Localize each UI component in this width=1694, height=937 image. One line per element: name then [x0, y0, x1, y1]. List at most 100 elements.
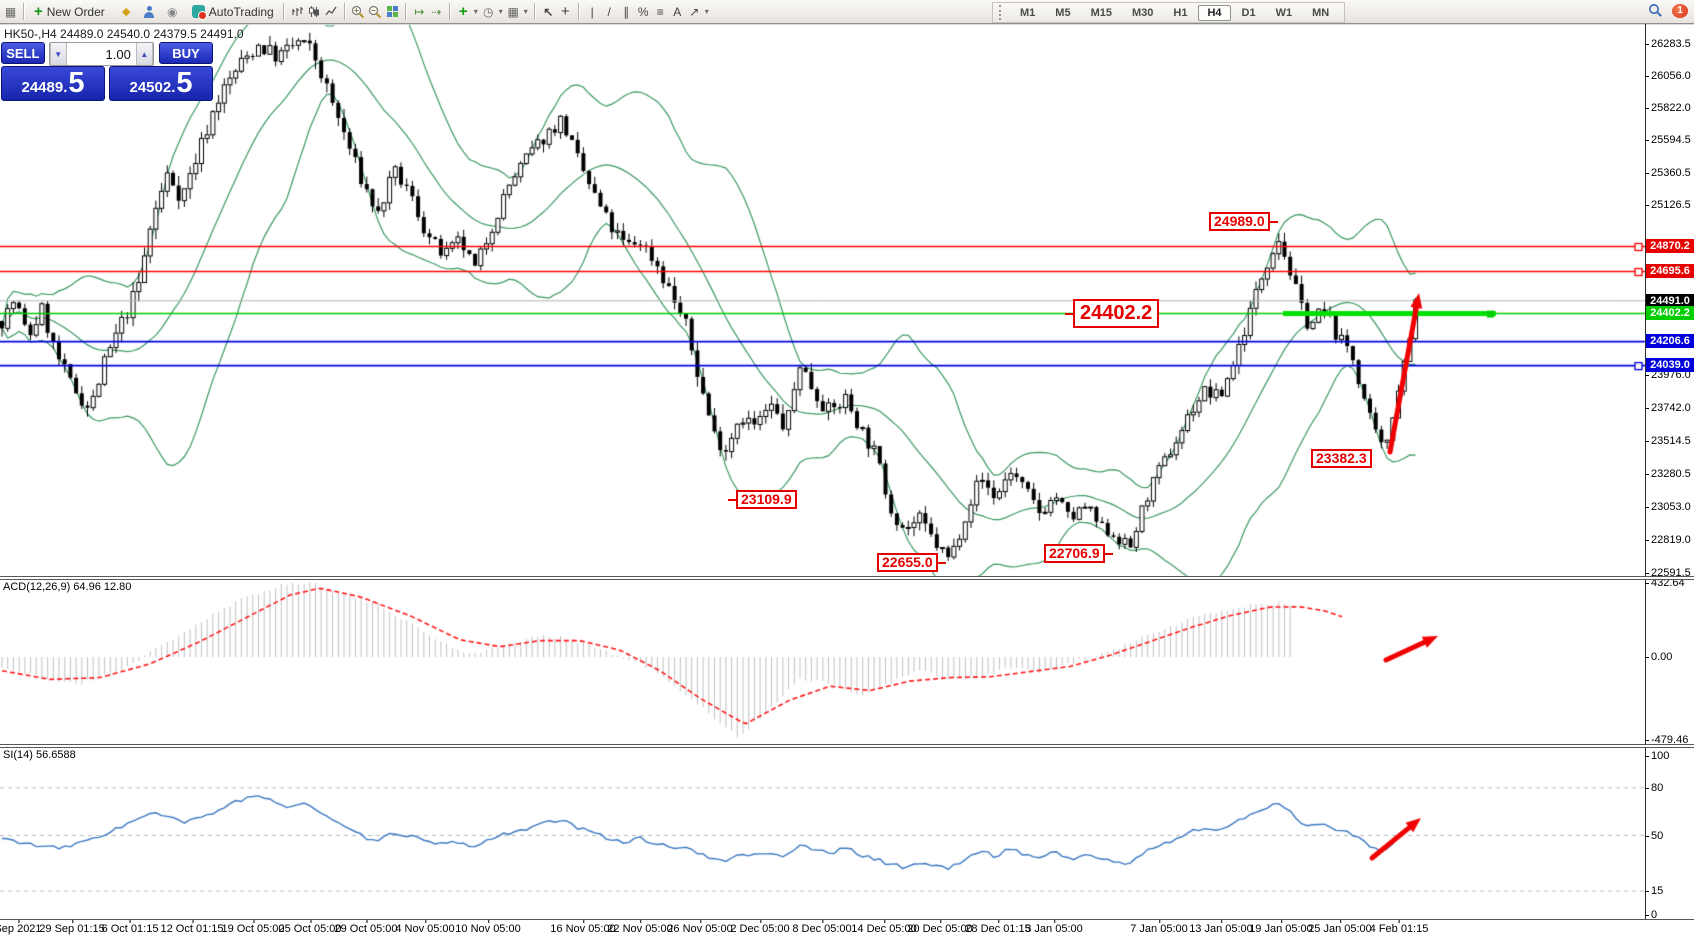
- fibonacci-tool-icon[interactable]: %: [637, 4, 649, 19]
- indicators-icon[interactable]: +: [458, 3, 468, 20]
- arrows-tool-icon[interactable]: ↗: [689, 4, 700, 19]
- time-axis-label: 4 Feb 01:15: [1369, 920, 1429, 935]
- signals-icon[interactable]: ◉: [167, 4, 178, 19]
- buy-button[interactable]: BUY: [158, 42, 213, 64]
- main-toolbar: ▦ + New Order ◆ ◉ AutoTrading: [0, 0, 1694, 24]
- axis-tick-label: 23976.0: [1645, 369, 1691, 381]
- horizontal-line-tool-icon[interactable]: ≡: [656, 4, 664, 19]
- buy-label: BUY: [172, 45, 200, 61]
- axis-tick-label: 0: [1644, 909, 1658, 921]
- price-annotation-label[interactable]: 24402.2: [1064, 299, 1160, 328]
- axis-tick-label: 23514.5: [1645, 435, 1691, 447]
- volume-input[interactable]: 1.00: [66, 43, 136, 65]
- bar-chart-icon[interactable]: [289, 3, 306, 20]
- vertical-line-tool-icon[interactable]: |: [590, 4, 594, 19]
- timeframe-button-h4[interactable]: H4: [1198, 4, 1231, 21]
- profile-icon[interactable]: [141, 3, 158, 20]
- timeframe-button-d1[interactable]: D1: [1241, 6, 1256, 19]
- axis-tick-label: 22819.0: [1645, 534, 1691, 546]
- timeframe-button-w1[interactable]: W1: [1275, 6, 1293, 19]
- price-annotation-label[interactable]: 23109.9: [728, 490, 797, 509]
- time-axis-label: 20 Dec 05:00: [907, 920, 973, 935]
- volume-decrease-button[interactable]: ▼: [49, 43, 67, 65]
- axis-tick-label: 25822.0: [1645, 102, 1691, 114]
- search-icon[interactable]: [1647, 2, 1664, 19]
- price-annotation-label[interactable]: 23382.3: [1311, 449, 1372, 468]
- time-axis-label: 4 Nov 05:00: [395, 920, 455, 935]
- zoom-out-icon[interactable]: [367, 3, 384, 20]
- sell-price-big-digit: 5: [68, 67, 85, 100]
- axis-tick-label: 15: [1644, 885, 1664, 897]
- rsi-pane-separator[interactable]: [0, 744, 1694, 748]
- templates-icon[interactable]: ▦: [507, 4, 519, 19]
- time-axis-label: 16 Nov 05:00: [550, 920, 616, 935]
- symbol-ohlc-info: HK50-,H4 24489.0 24540.0 24379.5 24491.0: [4, 27, 244, 41]
- price-badge: 24695.6: [1646, 264, 1694, 278]
- period-dropdown-icon[interactable]: ▾: [498, 7, 503, 16]
- macd-pane-separator[interactable]: [0, 576, 1694, 580]
- time-axis-label: 25 Jan 05:00: [1308, 920, 1372, 935]
- buy-price-display[interactable]: 24502. 5: [109, 66, 213, 101]
- autotrading-button[interactable]: AutoTrading: [187, 2, 279, 21]
- chart-style-icon[interactable]: ◆: [122, 6, 131, 18]
- axis-tick-label: 432.64: [1645, 577, 1685, 589]
- new-order-button[interactable]: + New Order: [29, 2, 110, 21]
- buy-price-big-digit: 5: [176, 67, 193, 100]
- axis-tick-label: -479.46: [1644, 734, 1689, 746]
- time-axis-label: Sep 2021: [0, 920, 42, 935]
- buy-price-main: 24502.: [129, 79, 176, 96]
- crosshair-tool-icon[interactable]: +: [560, 3, 570, 20]
- price-annotation-label[interactable]: 22706.9: [1044, 544, 1113, 563]
- sell-label: SELL: [6, 45, 40, 61]
- price-annotation-label[interactable]: 24989.0: [1209, 212, 1278, 231]
- time-axis-label: 22 Nov 05:00: [607, 920, 673, 935]
- price-annotation-label[interactable]: 22655.0: [877, 553, 946, 572]
- axis-tick-label: 25126.5: [1645, 199, 1691, 211]
- time-axis-label: 25 Oct 05:00: [278, 920, 342, 935]
- candlestick-chart-icon[interactable]: [306, 3, 323, 20]
- time-axis-label: 2 Dec 05:00: [730, 920, 790, 935]
- price-badge: 24870.2: [1646, 239, 1694, 253]
- timeframe-button-h1[interactable]: H1: [1173, 6, 1188, 19]
- indicators-dropdown-icon[interactable]: ▾: [473, 7, 478, 16]
- time-axis-label: 3 Jan 05:00: [1025, 920, 1083, 935]
- toolbar-grip[interactable]: [999, 5, 1005, 20]
- line-chart-icon[interactable]: [323, 3, 340, 20]
- axis-tick-label: 80: [1644, 782, 1664, 794]
- macd-indicator-label: ACD(12,26,9) 64.96 12.80: [3, 581, 132, 593]
- channel-tool-icon[interactable]: ∥: [623, 4, 630, 19]
- price-badge: 24039.0: [1646, 358, 1694, 372]
- timeframe-button-mn[interactable]: MN: [1312, 6, 1330, 19]
- time-axis-label: 28 Dec 01:15: [965, 920, 1031, 935]
- sell-price-display[interactable]: 24489. 5: [1, 66, 105, 101]
- time-axis-separator: [0, 919, 1694, 920]
- toolbar-separator: [23, 3, 25, 20]
- time-axis-label: 6 Oct 01:15: [101, 920, 159, 935]
- text-tool-icon[interactable]: A: [673, 4, 682, 19]
- trendline-tool-icon[interactable]: /: [607, 4, 611, 19]
- time-axis-label: 29 Oct 05:00: [334, 920, 398, 935]
- timeframe-button-m1[interactable]: M1: [1020, 6, 1036, 19]
- period-clock-icon[interactable]: ◷: [482, 4, 494, 19]
- sell-button[interactable]: SELL: [1, 42, 45, 64]
- axis-tick-label: 50: [1644, 830, 1664, 842]
- rsi-indicator-label: SI(14) 56.6588: [3, 749, 76, 761]
- zoom-in-icon[interactable]: [350, 3, 367, 20]
- volume-increase-button[interactable]: ▲: [135, 43, 153, 65]
- time-axis-label: 29 Sep 01:15: [39, 920, 105, 935]
- arrows-dropdown-icon[interactable]: ▾: [704, 7, 709, 16]
- timeframe-button-m30[interactable]: M30: [1131, 6, 1154, 19]
- new-order-icon: +: [34, 3, 43, 20]
- templates-dropdown-icon[interactable]: ▾: [523, 7, 528, 16]
- axis-tick-label: 23053.0: [1645, 501, 1691, 513]
- tile-windows-icon[interactable]: [384, 3, 401, 20]
- timeframe-button-m5[interactable]: M5: [1055, 6, 1071, 19]
- cursor-tool-icon[interactable]: ↖: [543, 4, 554, 19]
- timeframe-button-m15[interactable]: M15: [1090, 6, 1112, 19]
- notification-bubble-icon[interactable]: 1: [1672, 3, 1688, 18]
- time-axis-label: 19 Oct 05:00: [221, 920, 285, 935]
- auto-scroll-icon[interactable]: ↦: [414, 4, 425, 19]
- chart-shift-icon[interactable]: ⇢: [431, 4, 442, 19]
